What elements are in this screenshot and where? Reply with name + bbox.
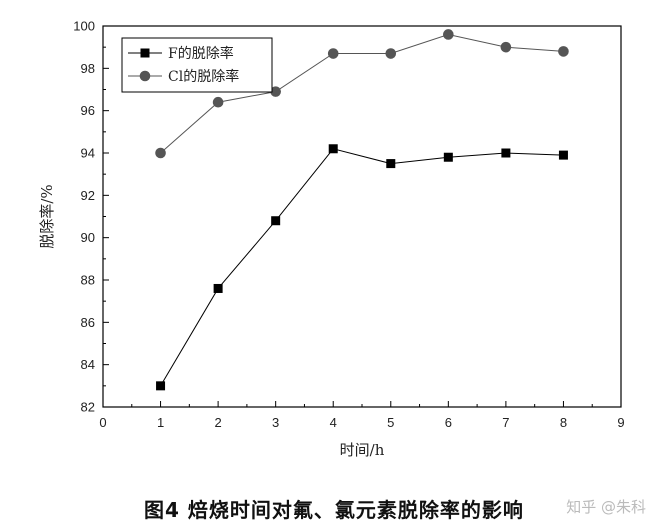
legend-box (121, 37, 273, 93)
x-tick-label: 6 (445, 415, 452, 430)
data-point-square (443, 152, 453, 162)
legend-label: Cl的脱除率 (168, 68, 239, 85)
legend: F的脱除率 Cl的脱除率 (121, 37, 273, 93)
data-point-square (501, 148, 511, 158)
y-tick-label: 86 (81, 315, 95, 330)
data-point-square (271, 216, 281, 226)
y-axis-ticks: 82 84 86 88 90 92 94 96 98 100 (73, 19, 109, 415)
legend-item: F的脱除率 (128, 45, 234, 62)
data-point-circle (500, 41, 512, 53)
series-layer (155, 29, 569, 391)
legend-item: Cl的脱除率 (128, 68, 239, 85)
data-point-circle (139, 70, 151, 82)
y-tick-label: 94 (81, 146, 95, 161)
y-tick-label: 84 (81, 357, 95, 372)
y-tick-label: 100 (73, 19, 95, 34)
x-tick-label: 4 (330, 415, 337, 430)
data-point-square (328, 144, 338, 154)
data-point-circle (558, 46, 569, 57)
x-tick-label: 7 (502, 415, 509, 430)
data-point-circle (327, 48, 339, 59)
data-point-square (156, 381, 166, 391)
x-axis-ticks: 0 1 2 3 4 5 6 7 8 9 (99, 401, 625, 430)
series-line (160, 33, 564, 154)
y-tick-label: 82 (81, 400, 95, 415)
y-tick-label: 92 (81, 188, 95, 203)
y-axis-title: 脱除率/% (38, 184, 56, 248)
x-tick-label: 3 (272, 415, 279, 430)
series-line (160, 148, 564, 387)
data-point-square (386, 159, 396, 169)
x-tick-label: 8 (560, 415, 567, 430)
data-point-square (140, 48, 150, 58)
x-tick-label: 1 (157, 415, 164, 430)
y-tick-label: 90 (81, 230, 95, 245)
x-tick-label: 0 (99, 415, 106, 430)
watermark: 知乎 @朱科 (566, 498, 646, 516)
series-2 (155, 29, 569, 159)
series-1 (156, 144, 568, 391)
plot-frame (102, 25, 622, 408)
data-point-circle (385, 48, 397, 59)
figure-caption: 图4 焙烧时间对氟、氯元素脱除率的影响 (144, 498, 524, 522)
data-point-circle (155, 147, 166, 159)
data-point-square (213, 283, 223, 293)
x-tick-label: 2 (214, 415, 221, 430)
y-tick-label: 96 (81, 103, 95, 118)
data-point-circle (443, 29, 454, 40)
x-tick-label: 9 (617, 415, 624, 430)
legend-label: F的脱除率 (168, 45, 234, 62)
y-tick-label: 88 (81, 273, 95, 288)
data-point-square (558, 150, 568, 160)
data-point-circle (270, 86, 281, 97)
y-tick-label: 98 (81, 61, 95, 76)
x-tick-label: 5 (387, 415, 394, 430)
data-point-circle (212, 96, 224, 108)
x-axis-title: 时间/h (340, 441, 385, 459)
